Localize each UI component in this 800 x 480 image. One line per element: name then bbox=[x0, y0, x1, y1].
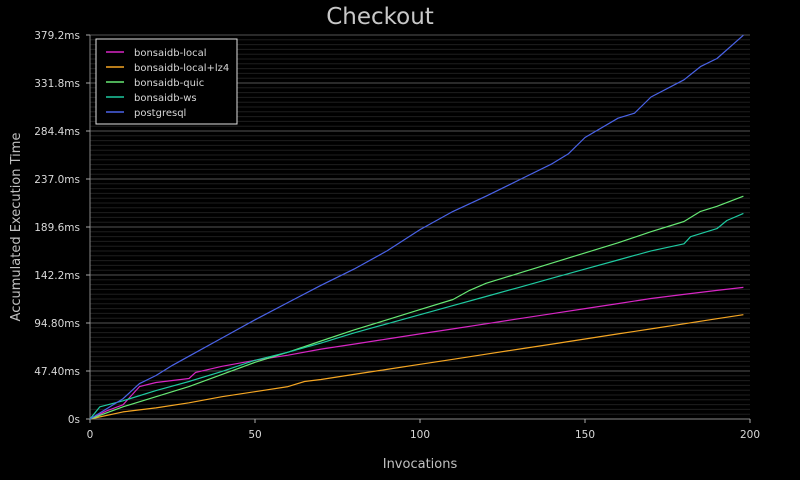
legend-entry: bonsaidb-local+lz4 bbox=[134, 63, 229, 74]
x-tick-label: 100 bbox=[410, 429, 430, 441]
y-tick-label: 331.8ms bbox=[34, 78, 80, 90]
y-tick-label: 237.0ms bbox=[34, 174, 80, 186]
chart-title: Checkout bbox=[326, 4, 434, 30]
y-tick-label: 94.80ms bbox=[34, 318, 80, 330]
series-line-postgresql bbox=[89, 34, 744, 420]
series-line-bonsaidb-quic bbox=[89, 195, 744, 420]
legend-entry: bonsaidb-local bbox=[134, 48, 207, 59]
legend-entry: bonsaidb-ws bbox=[134, 93, 197, 104]
x-axis-ticks: 0 50 100 150 200 bbox=[87, 419, 760, 441]
x-axis-label: Invocations bbox=[383, 457, 458, 472]
legend-entry: postgresql bbox=[134, 108, 186, 119]
x-tick-label: 150 bbox=[575, 429, 595, 441]
y-axis-ticks: 0s 47.40ms 94.80ms 142.2ms 189.6ms 237.0ms 284… bbox=[34, 30, 90, 426]
series-lines bbox=[89, 34, 744, 420]
x-tick-label: 0 bbox=[87, 429, 94, 441]
legend-entry: bonsaidb-quic bbox=[134, 78, 204, 89]
series-line-bonsaidb-local bbox=[89, 286, 744, 420]
series-line-bonsaidb-ws bbox=[89, 212, 744, 420]
y-tick-label: 0s bbox=[68, 414, 80, 426]
y-tick-label: 379.2ms bbox=[34, 30, 80, 42]
grid bbox=[90, 34, 750, 420]
y-axis-label: Accumulated Execution Time bbox=[9, 133, 24, 322]
series-line-bonsaidb-local-lz4 bbox=[89, 314, 744, 420]
legend: bonsaidb-local bonsaidb-local+lz4 bonsaidb… bbox=[95, 38, 238, 125]
y-tick-label: 284.4ms bbox=[34, 126, 80, 138]
y-tick-label: 47.40ms bbox=[34, 366, 80, 378]
x-tick-label: 50 bbox=[248, 429, 261, 441]
y-tick-label: 142.2ms bbox=[34, 270, 80, 282]
x-tick-label: 200 bbox=[740, 429, 760, 441]
y-tick-label: 189.6ms bbox=[34, 222, 80, 234]
